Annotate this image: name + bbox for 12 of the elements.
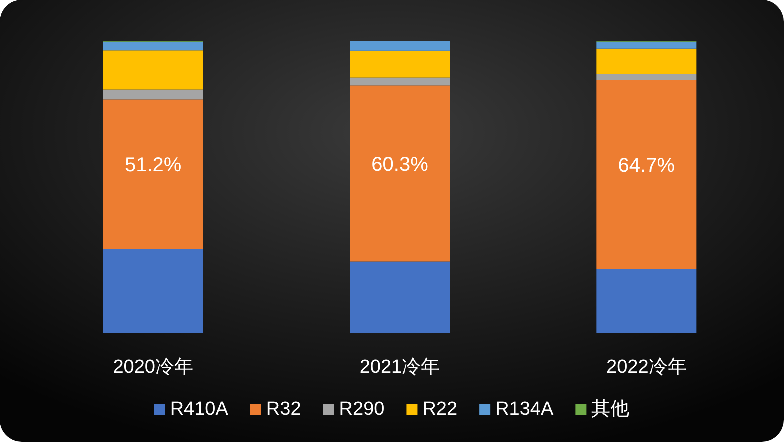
data-label: 51.2% (124, 154, 182, 177)
legend-label: 其他 (592, 399, 630, 420)
data-label: 60.3% (372, 154, 429, 176)
legend-label: R32 (266, 399, 302, 420)
legend-label: R290 (339, 399, 385, 420)
x-tick-label: 2022冷年 (606, 357, 687, 378)
legend-label: R22 (422, 399, 458, 420)
x-tick-label: 2021冷年 (360, 357, 440, 378)
x-tick-label: 2020冷年 (113, 357, 194, 378)
data-label: 64.7% (618, 154, 676, 177)
legend-label: R410A (170, 399, 229, 420)
legend-label: R134A (496, 399, 554, 420)
